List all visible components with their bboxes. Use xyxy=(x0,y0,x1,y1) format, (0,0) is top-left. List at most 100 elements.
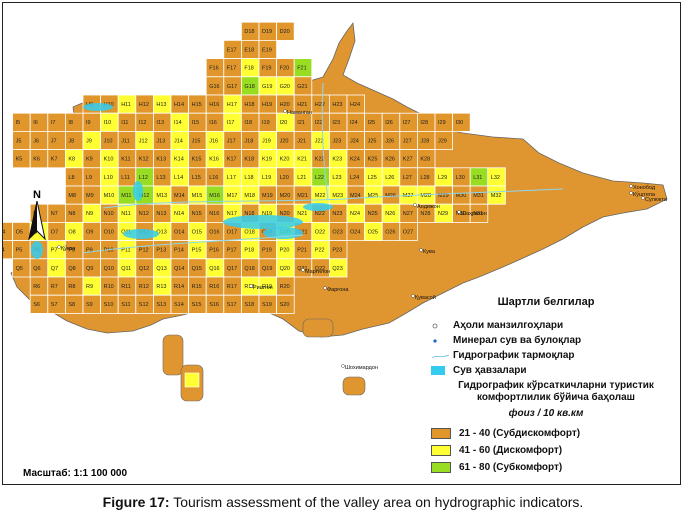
grid-cell-label: K16 xyxy=(209,157,219,163)
grid-cell-label: I23 xyxy=(332,120,340,126)
grid-cell-label: R7 xyxy=(51,284,58,290)
grid-cell-label: G17 xyxy=(227,84,237,90)
grid-cell-label: K8 xyxy=(68,157,75,163)
north-arrow: N xyxy=(25,189,49,244)
grid-cell-label: M30 xyxy=(456,193,467,199)
grid-cell xyxy=(276,21,295,41)
grid-cell-label: S9 xyxy=(86,302,93,308)
grid-cell-label: M31 xyxy=(473,193,484,199)
enclave-cell xyxy=(184,372,200,388)
grid-cell-label: J21 xyxy=(297,138,306,144)
settlement-dot-icon xyxy=(432,323,438,328)
grid-cell-label: O22 xyxy=(315,229,325,235)
grid-cell-label: J13 xyxy=(156,138,165,144)
grid-cell-label: N27 xyxy=(403,211,413,217)
grid-cell-label: L12 xyxy=(139,175,148,181)
grid-cell-label: J24 xyxy=(350,138,359,144)
grid-cell-label: I25 xyxy=(368,120,376,126)
grid-cell-label: I29 xyxy=(438,120,446,126)
place-label: Андижон xyxy=(417,204,440,210)
grid-cell-label: N17 xyxy=(227,211,237,217)
legend-class-swatch xyxy=(431,445,451,456)
grid-cell-label: F18 xyxy=(244,66,253,72)
river-line-icon xyxy=(431,354,450,358)
grid-cell-label: P10 xyxy=(104,248,114,254)
water-body xyxy=(303,203,333,211)
grid-cell-label: M19 xyxy=(262,193,273,199)
grid-cell-label: O17 xyxy=(227,229,237,235)
grid-cell-label: I20 xyxy=(280,120,288,126)
legend-class-swatch xyxy=(431,428,451,439)
legend-title: Шартли белгилар xyxy=(497,296,595,308)
settlement-dot xyxy=(629,184,633,188)
place-label: Шаҳрихон xyxy=(461,211,487,217)
settlement-dot xyxy=(57,245,61,249)
grid-cell-label: R11 xyxy=(121,284,131,290)
grid-cell-label: Q12 xyxy=(139,266,149,272)
grid-cell-label: R13 xyxy=(156,284,166,290)
grid-cell-label: N9 xyxy=(86,211,93,217)
grid-cell-label: P16 xyxy=(209,248,219,254)
grid-cell-label: K28 xyxy=(420,157,430,163)
grid-cell-label: K17 xyxy=(227,157,237,163)
legend-class-swatch xyxy=(431,462,451,473)
grid-cell-label: J11 xyxy=(121,138,129,144)
grid-cell-label: M20 xyxy=(280,193,291,199)
grid-cell-label: K9 xyxy=(86,157,93,163)
grid-cell-label: L17 xyxy=(227,175,236,181)
grid-cell-label: I11 xyxy=(121,120,128,126)
grid-cell-label: I6 xyxy=(33,120,38,126)
grid-cell-label: Q11 xyxy=(121,266,131,272)
grid-cell-label: L30 xyxy=(456,175,465,181)
river-line xyxy=(321,82,329,200)
grid-cell-label: L31 xyxy=(473,175,482,181)
grid-cell-label: I24 xyxy=(350,120,358,126)
grid-cell-label: J7 xyxy=(51,138,57,144)
grid-cell-label: J6 xyxy=(33,138,39,144)
grid-cell-label: Q16 xyxy=(209,266,219,272)
grid-cell-label: N14 xyxy=(174,211,184,217)
grid-cell-label: G19 xyxy=(262,84,272,90)
figure-caption: Figure 17: Tourism assessment of the val… xyxy=(0,494,686,510)
grid-cell-label: Q5 xyxy=(16,266,23,272)
grid-cell-label: G18 xyxy=(244,84,254,90)
grid-cell-label: I5 xyxy=(16,120,21,126)
grid-cell-label: P21 xyxy=(297,248,307,254)
grid-cell-label: L18 xyxy=(244,175,253,181)
grid-cell-label: H19 xyxy=(262,102,272,108)
grid-cell-label: H17 xyxy=(227,102,237,108)
grid-cell-label: I28 xyxy=(420,120,428,126)
grid-cell-label: E19 xyxy=(262,47,272,53)
grid-cell-label: N29 xyxy=(438,211,448,217)
legend-hydro: Гидрографик тармоқлар xyxy=(431,348,680,363)
settlement-dot xyxy=(413,203,417,207)
grid-cell-label: M21 xyxy=(297,193,308,199)
grid-cell-label: P20 xyxy=(280,248,290,254)
grid-cell-label: N22 xyxy=(315,211,325,217)
grid-cell-label: Q22 xyxy=(315,266,325,272)
grid-cell-label: O13 xyxy=(156,229,166,235)
grid-cell-label: O18 xyxy=(244,229,254,235)
river-line xyxy=(102,188,564,209)
enclave xyxy=(342,376,366,396)
grid-cell-label: O15 xyxy=(192,229,202,235)
grid-cell-label: K12 xyxy=(139,157,149,163)
settlement-dot xyxy=(641,196,645,200)
grid-cell-label: I10 xyxy=(104,120,112,126)
grid-cell-label: J22 xyxy=(315,138,324,144)
grid-cell-label: K20 xyxy=(280,157,290,163)
grid-cell-label: J15 xyxy=(192,138,201,144)
grid-cell-label: K10 xyxy=(104,157,114,163)
grid-cell-label: K18 xyxy=(244,157,254,163)
grid-cell-label: N23 xyxy=(332,211,342,217)
grid-cell-label: L22 xyxy=(315,175,324,181)
grid-cell-label: R18 xyxy=(244,284,254,290)
grid-cell-label: M14 xyxy=(174,193,185,199)
grid-cell-label: O23 xyxy=(332,229,342,235)
water-body xyxy=(123,229,159,239)
grid-cell-label: O26 xyxy=(385,229,395,235)
grid-cell-label: L28 xyxy=(420,175,429,181)
grid-cell-label: F16 xyxy=(209,66,218,72)
grid-cell-label: I30 xyxy=(456,120,464,126)
place-label: Фарғона xyxy=(327,287,349,293)
